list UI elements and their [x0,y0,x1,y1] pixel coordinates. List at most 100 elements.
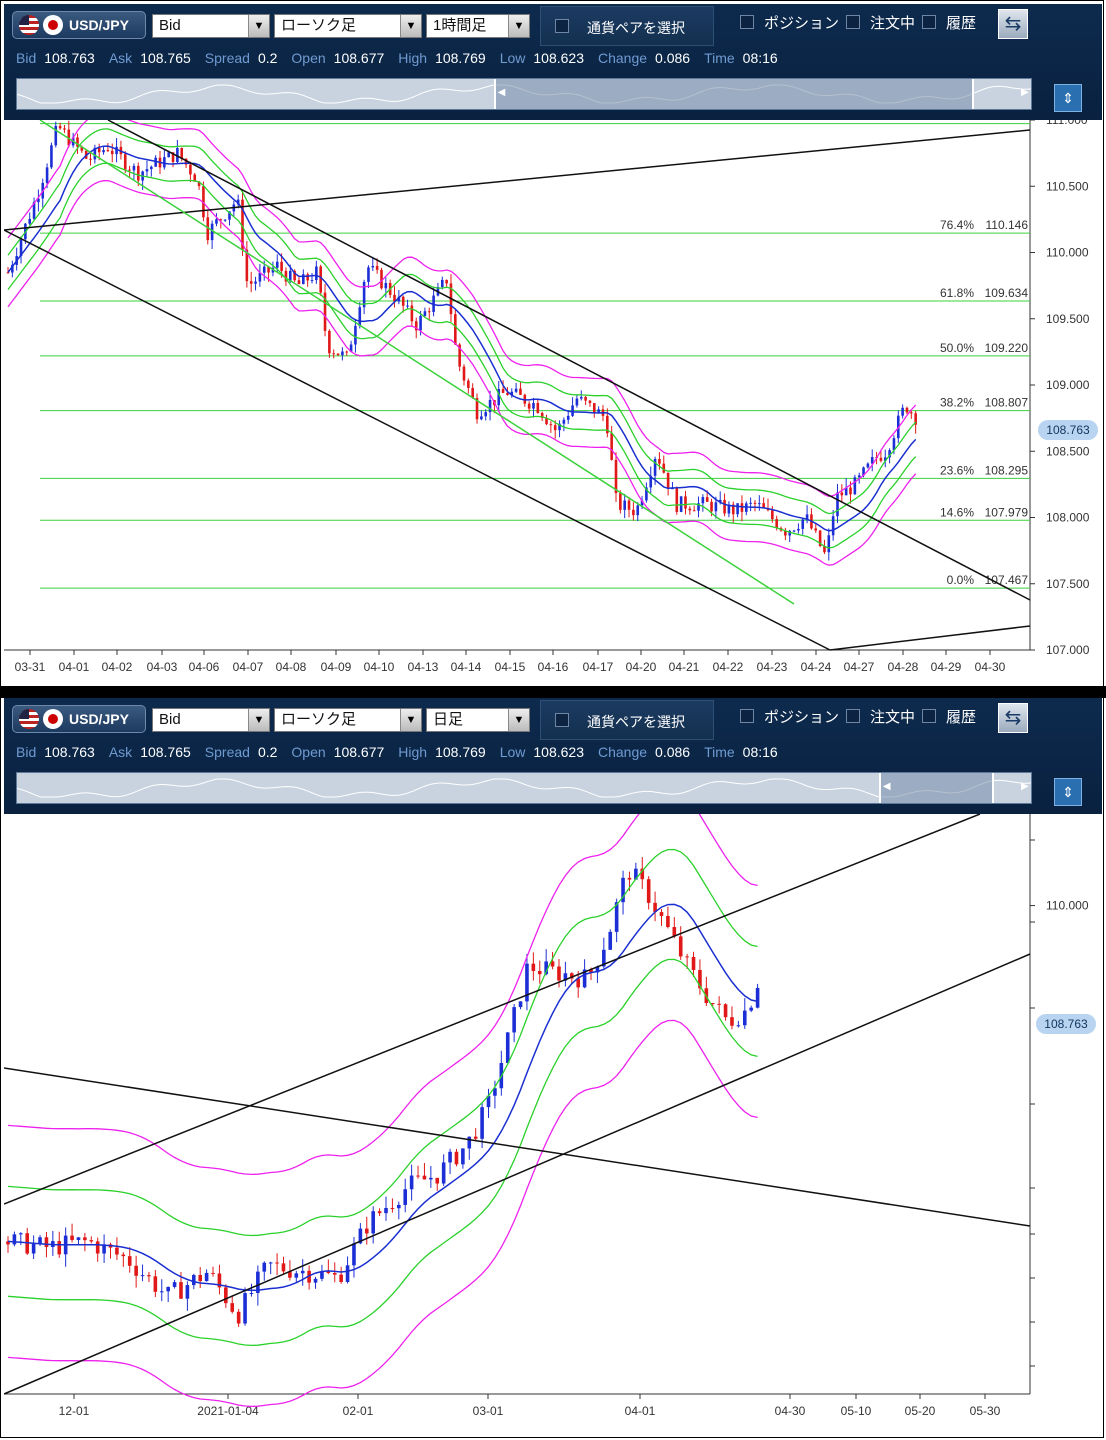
candle-body [592,403,596,414]
nav-right-icon[interactable]: ▶ [1021,781,1029,792]
candle-body [653,902,657,913]
candle-body [349,344,353,352]
candle-body [684,496,687,509]
bollinger-lower-1sigma [7,958,758,1347]
candle-body [6,272,10,274]
candle-body [210,223,214,241]
chart-settings-icon[interactable]: ⇆ [998,703,1028,733]
candle-body [211,1272,215,1274]
price-type-value: Bid [159,17,181,34]
lock-scale-icon[interactable]: ⇕ [1054,778,1082,806]
pair-select-checkbox[interactable] [555,713,569,727]
navigator-window[interactable] [493,79,975,109]
x-tick-label: 04-10 [364,660,395,674]
candle-body [527,403,531,409]
candle-body [471,387,474,399]
price-type-select[interactable]: Bid ▼ [152,14,270,38]
candle-body [236,199,240,205]
pair-select-button[interactable]: 通貨ペアを選択 [540,700,714,740]
candle-body [319,266,322,293]
candle-body [563,973,568,981]
candle-body [297,280,301,285]
x-tick-label: 04-22 [713,660,744,674]
lock-scale-icon[interactable]: ⇕ [1054,84,1082,112]
low-value: 108.623 [533,744,584,760]
candle-body [145,169,149,172]
open-label: Open [291,744,326,760]
candle-body [849,487,852,495]
chart-area-hourly[interactable]: 111.000 110.500 110.000 109.500 109.000 108.5… [4,120,1102,686]
currency-pair-button[interactable]: USD/JPY [12,705,146,733]
candle-body [28,218,32,224]
timeframe-select[interactable]: 1時間足 ▼ [426,14,530,38]
candle-body [106,150,110,152]
candle-body [352,1243,356,1266]
nav-right-icon[interactable]: ▶ [1021,87,1029,98]
candle-body [788,530,792,536]
nav-left-icon[interactable]: ◀ [882,781,891,792]
nav-left-icon[interactable]: ◀ [497,87,506,98]
x-tick-label: 03-01 [473,1404,504,1418]
orders-checkbox[interactable] [846,709,860,723]
chart-type-select[interactable]: ローソク足 ▼ [274,14,422,38]
candle-body [154,157,157,167]
quote-bar: Bid 108.763 Ask 108.765 Spread 0.2 Open 108.677… [16,744,792,764]
candle-body [569,973,574,979]
candle-body [536,402,540,413]
fibonacci-percent-label: 0.0% [947,573,975,587]
candle-body [519,388,522,395]
timeframe-select[interactable]: 日足 ▼ [426,708,530,732]
candle-body [614,902,619,932]
chart-type-select[interactable]: ローソク足 ▼ [274,708,422,732]
fibonacci-percent-label: 100.0% [933,120,974,123]
candle-body [486,1095,491,1108]
candle-body [540,412,544,418]
candle-body [147,1275,151,1277]
pair-select-label: 通貨ペアを選択 [587,20,685,36]
change-label: Change [597,50,648,66]
fibonacci-percent-label: 61.8% [940,286,974,300]
x-tick-label: 04-29 [931,660,962,674]
change-value: 0.086 [655,744,691,760]
x-tick-label: 04-01 [59,660,90,674]
price-type-select[interactable]: Bid ▼ [152,708,270,732]
history-checkbox[interactable] [922,15,936,29]
candle-body [710,1003,715,1005]
candle-body [179,1282,183,1299]
navigator-window[interactable] [878,773,995,803]
position-checkbox[interactable] [740,709,754,723]
pair-select-checkbox[interactable] [555,19,569,33]
y-tick-label: 109.500 [1046,312,1090,326]
navigator-scrollbar[interactable]: ◀ ▶ [16,772,1032,804]
open-label: Open [291,50,326,66]
x-tick-label: 04-16 [538,660,569,674]
candle-body [602,949,606,967]
candle-body [54,125,58,146]
pair-select-button[interactable]: 通貨ペアを選択 [540,6,714,46]
position-checkbox[interactable] [740,15,754,29]
candle-body [254,281,257,284]
candle-body [435,1177,440,1184]
x-tick-label: 04-15 [495,660,526,674]
currency-pair-button[interactable]: USD/JPY [12,11,146,39]
candle-body [159,1291,164,1293]
history-checkbox[interactable] [922,709,936,723]
candle-body [473,1136,478,1139]
candle-body [698,970,702,989]
candle-body [467,1136,472,1149]
orders-checkbox[interactable] [846,15,860,29]
candle-body [121,1254,126,1257]
open-value: 108.677 [333,50,385,66]
chart-settings-icon[interactable]: ⇆ [998,9,1028,39]
candle-body [797,528,800,531]
navigator-scrollbar[interactable]: ◀ ▶ [16,78,1032,110]
chevron-down-icon: ▼ [248,15,269,37]
y-tick-label: 108.000 [1046,511,1090,525]
chevron-down-icon: ▼ [400,15,421,37]
panel-separator [0,686,1106,698]
candle-body [323,292,327,331]
fibonacci-percent-label: 23.6% [940,463,974,477]
chart-area-daily[interactable]: 110.000 12-01 2021-01-04 02-01 03-01 04-01 04-… [4,814,1102,1434]
candle-body [409,1175,414,1190]
candle-body [307,1270,311,1283]
